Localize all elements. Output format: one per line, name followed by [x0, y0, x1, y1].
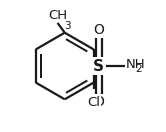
Text: NH: NH — [126, 58, 146, 71]
Text: Cl: Cl — [87, 96, 100, 109]
Text: O: O — [93, 23, 104, 37]
Text: CH: CH — [48, 9, 67, 22]
Text: S: S — [93, 58, 104, 74]
Text: 3: 3 — [64, 21, 71, 31]
Text: O: O — [93, 95, 104, 109]
Text: 2: 2 — [135, 64, 142, 74]
